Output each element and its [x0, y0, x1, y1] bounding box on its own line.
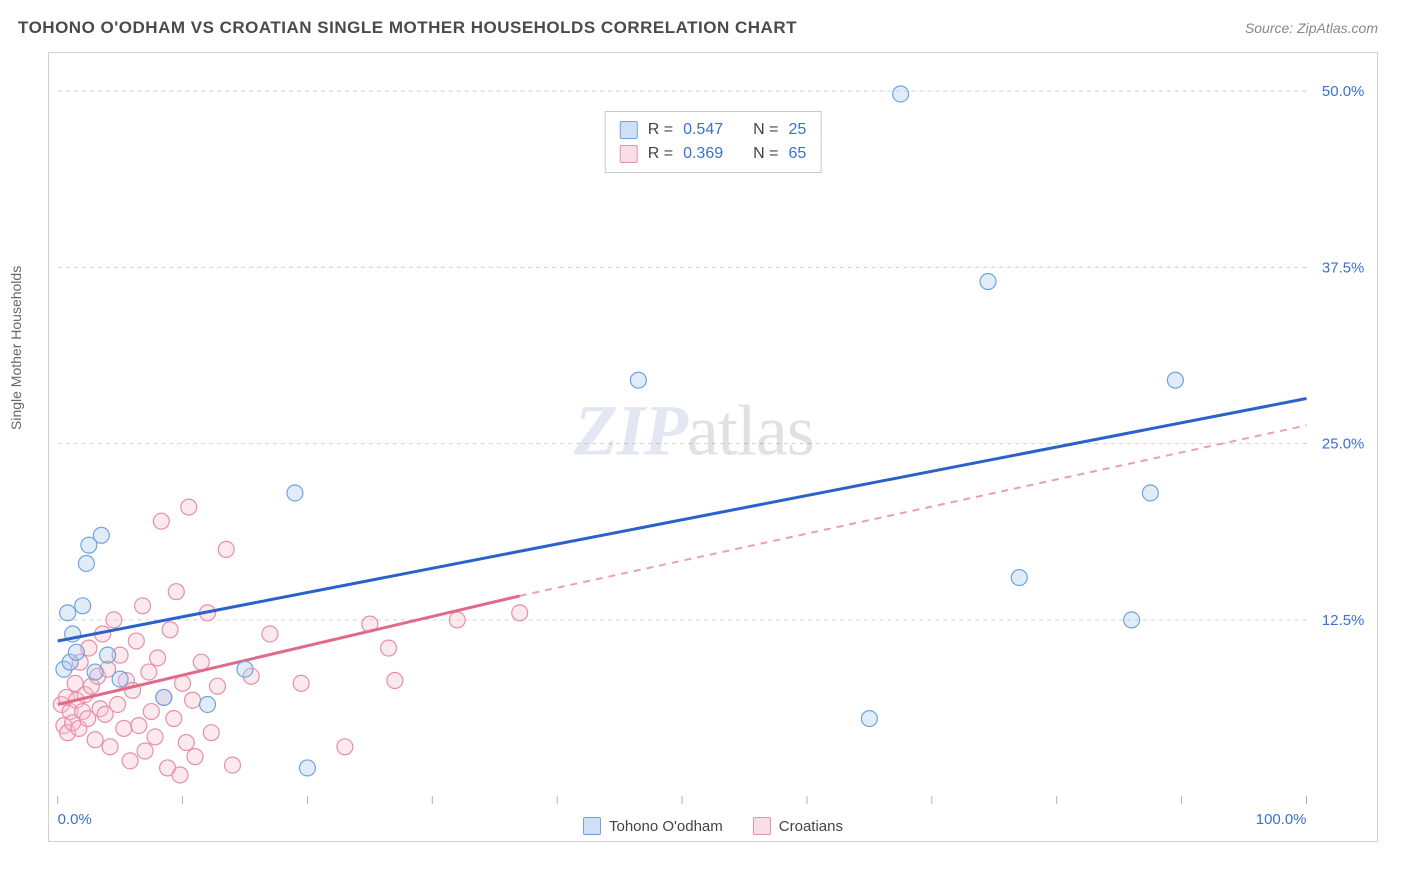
- r-label: R =: [648, 118, 673, 142]
- n-label: N =: [753, 142, 778, 166]
- correlation-row-tohono: R = 0.547 N = 25: [620, 118, 807, 142]
- chart-title: TOHONO O'ODHAM VS CROATIAN SINGLE MOTHER…: [18, 18, 797, 38]
- chart-plot-area: 12.5%25.0%37.5%50.0%0.0%100.0% ZIPatlas …: [48, 52, 1378, 842]
- legend-swatch-croatians: [753, 817, 771, 835]
- swatch-croatians: [620, 145, 638, 163]
- legend-item-croatians: Croatians: [753, 817, 843, 835]
- source-citation: Source: ZipAtlas.com: [1245, 20, 1378, 36]
- r-value-tohono: 0.547: [683, 118, 723, 142]
- r-value-croatians: 0.369: [683, 142, 723, 166]
- correlation-row-croatians: R = 0.369 N = 65: [620, 142, 807, 166]
- legend-label-tohono: Tohono O'odham: [609, 818, 723, 835]
- correlation-legend: R = 0.547 N = 25 R = 0.369 N = 65: [605, 111, 822, 173]
- svg-text:37.5%: 37.5%: [1322, 259, 1364, 276]
- legend-swatch-tohono: [583, 817, 601, 835]
- legend-item-tohono: Tohono O'odham: [583, 817, 723, 835]
- n-value-tohono: 25: [788, 118, 806, 142]
- n-label: N =: [753, 118, 778, 142]
- svg-text:12.5%: 12.5%: [1322, 612, 1364, 629]
- svg-text:50.0%: 50.0%: [1322, 83, 1364, 100]
- swatch-tohono: [620, 121, 638, 139]
- y-axis-label: Single Mother Households: [8, 266, 24, 430]
- legend-label-croatians: Croatians: [779, 818, 843, 835]
- n-value-croatians: 65: [788, 142, 806, 166]
- r-label: R =: [648, 142, 673, 166]
- series-legend: Tohono O'odham Croatians: [49, 817, 1377, 835]
- svg-text:25.0%: 25.0%: [1322, 436, 1364, 453]
